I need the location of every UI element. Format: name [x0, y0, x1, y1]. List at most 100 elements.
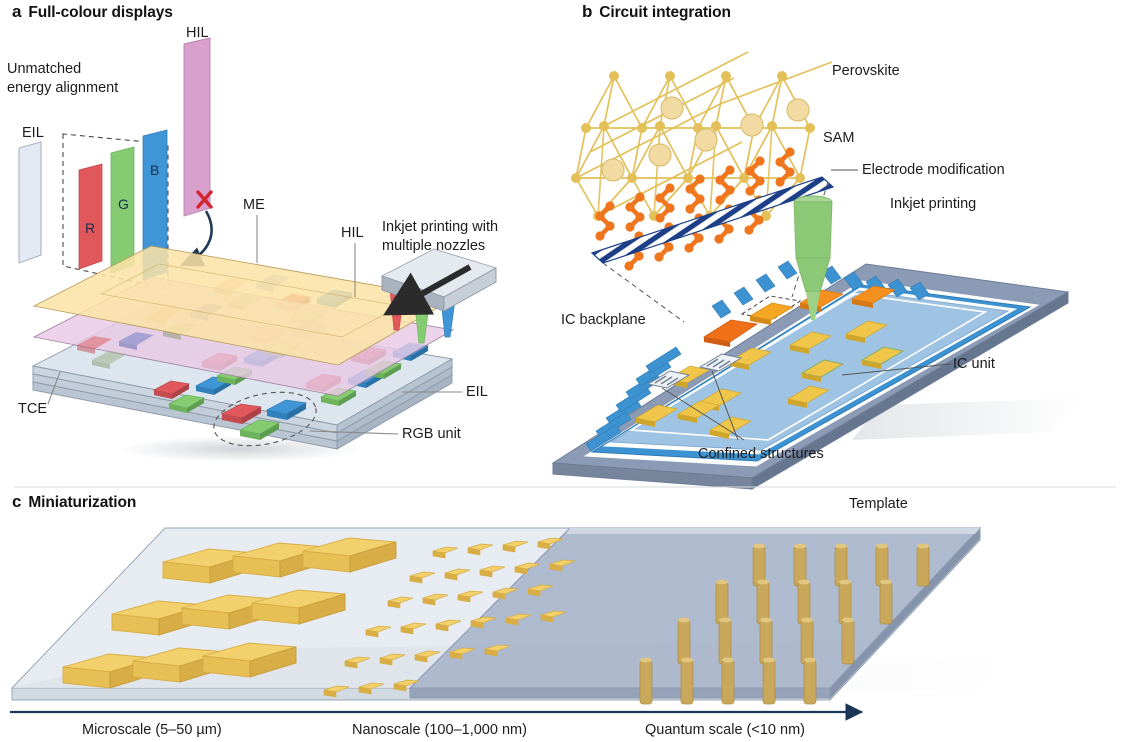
ic-unit — [851, 285, 896, 308]
ic-backplane-assembly — [551, 169, 1085, 490]
ic-unit — [845, 320, 888, 343]
pillar — [718, 617, 732, 665]
electrode-modification-bar — [590, 176, 835, 264]
panel-b-leaders — [661, 169, 951, 441]
pillar — [879, 579, 893, 625]
unmatched-line2: energy alignment — [7, 79, 119, 96]
pixel-r — [220, 403, 263, 424]
rgb-triad-highlighted — [220, 399, 308, 440]
template-right — [829, 526, 981, 700]
confined-structure — [698, 353, 743, 372]
panel-a-energy-diagram — [18, 37, 213, 290]
pillar — [800, 617, 814, 665]
bond-pads-left — [585, 346, 682, 452]
label-inkjet-multi-nozzle: Inkjet printing with multiple nozzles — [382, 218, 562, 255]
pillar — [762, 657, 776, 705]
backplane-shadow — [852, 398, 1085, 440]
microscale-features — [62, 537, 397, 689]
label-unmatched-alignment: Unmatched energy alignment — [7, 60, 147, 97]
pillar — [803, 657, 817, 705]
ic-unit — [729, 347, 772, 370]
backplane-side — [751, 291, 1069, 490]
label-ic-unit: IC unit — [953, 356, 995, 372]
panel-a-heading: a Full-colour displays — [12, 2, 173, 22]
panel-c-letter: c — [12, 492, 22, 511]
pixel-g — [167, 394, 206, 413]
label-eil-right: EIL — [466, 384, 488, 400]
leader-rgb-unit — [309, 430, 399, 435]
pixel-r — [152, 380, 191, 399]
label-tce: TCE — [18, 401, 47, 417]
label-inkjet-printing: Inkjet printing — [890, 196, 977, 212]
label-hil-top: HIL — [186, 25, 209, 41]
leader-confined-1 — [711, 370, 739, 441]
label-template: Template — [849, 496, 908, 512]
label-electrode-modification: Electrode modification — [862, 162, 1005, 178]
feature-microscale — [202, 642, 297, 678]
slab-emitter-r — [78, 163, 103, 270]
scale-label-nanoscale: Nanoscale (100–1,000 nm) — [352, 722, 527, 738]
pillar — [756, 579, 770, 625]
label-sam: SAM — [823, 130, 855, 146]
pillar — [715, 579, 729, 625]
pillar — [793, 543, 807, 587]
nanoscale-features — [323, 537, 576, 698]
ic-unit — [709, 416, 752, 439]
pillar — [834, 543, 848, 587]
ic-unit — [800, 359, 845, 382]
ic-unit — [787, 385, 830, 408]
ic-unit — [635, 404, 678, 427]
pillar — [875, 543, 889, 587]
panel-c-substrate — [10, 526, 1010, 705]
ic-unit — [789, 331, 832, 354]
ic-unit — [749, 302, 794, 325]
printhead-side — [443, 267, 497, 312]
feature-microscale — [251, 589, 346, 625]
feature-microscale — [302, 537, 397, 573]
pixel-g — [238, 419, 281, 440]
label-rgb-unit: RGB unit — [402, 426, 461, 442]
panel-a-device-stack — [31, 245, 455, 462]
panel-c-title: Miniaturization — [28, 494, 137, 511]
ic-unit-array — [635, 285, 905, 439]
pillar — [680, 657, 694, 705]
printhead-motion-arrow — [383, 264, 472, 316]
label-hil-stack: HIL — [341, 225, 364, 241]
ic-unit — [860, 346, 905, 369]
pillar — [759, 617, 773, 665]
template-edge-highlight — [566, 528, 980, 534]
panel-c-heading: c Miniaturization — [12, 492, 136, 512]
stack-shadow — [120, 436, 360, 462]
pillar — [838, 579, 852, 625]
pixel-b — [265, 399, 308, 420]
label-emitter-r: R — [85, 220, 96, 236]
label-ic-backplane: IC backplane — [561, 312, 646, 328]
inkjet-nozzle-green — [793, 195, 833, 320]
pillar — [797, 579, 811, 625]
ic-unit — [677, 400, 720, 423]
label-emitter-b: B — [150, 162, 160, 178]
panel-a-leaders — [47, 215, 462, 435]
unmatched-line1: Unmatched — [7, 61, 82, 77]
confined-structure — [646, 370, 691, 389]
inkjet-line2: multiple nozzles — [382, 237, 486, 254]
label-emitter-g: G — [118, 196, 129, 212]
leader-confined-2 — [661, 387, 745, 441]
label-eil-left: EIL — [22, 125, 44, 141]
rgb-unit-callout-ellipse — [213, 391, 317, 447]
label-perovskite: Perovskite — [832, 63, 900, 79]
pillar — [639, 657, 653, 705]
cross-icon — [196, 190, 213, 209]
pillar — [677, 617, 691, 665]
inkjet-head-multi-nozzle — [380, 248, 498, 344]
slab-hil-top — [183, 37, 211, 217]
label-confined-structures: Confined structures — [698, 446, 824, 462]
scale-label-quantum: Quantum scale (<10 nm) — [645, 722, 805, 738]
leader-tce — [47, 371, 61, 405]
panel-b-letter: b — [582, 2, 593, 21]
quantum-pillars — [639, 543, 930, 705]
ic-unit-highlight — [702, 319, 759, 347]
panel-a-title: Full-colour displays — [28, 4, 173, 21]
